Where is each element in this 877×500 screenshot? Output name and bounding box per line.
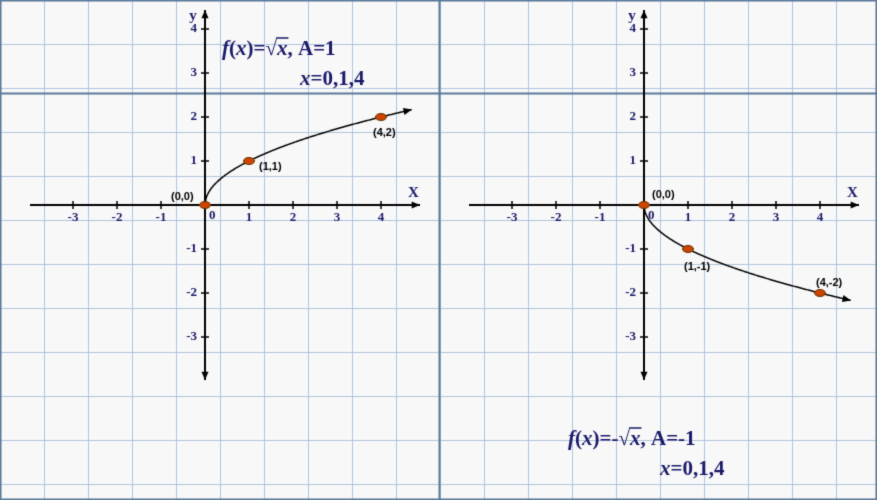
graph-canvas bbox=[0, 0, 877, 500]
